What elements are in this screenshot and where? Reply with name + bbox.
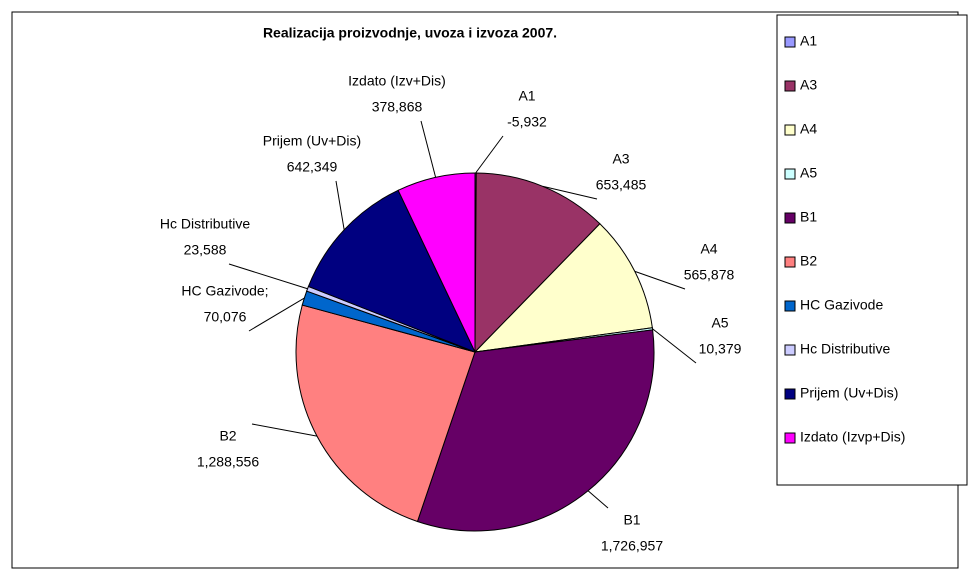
legend-swatch — [784, 36, 796, 48]
legend-label: HC Gazivode — [800, 297, 883, 313]
data-label-value: 70,076 — [204, 309, 247, 325]
data-label-name: Prijem (Uv+Dis) — [263, 133, 361, 149]
leader-line — [587, 490, 609, 509]
leader-line — [420, 120, 437, 178]
data-label-value: 10,379 — [699, 341, 742, 357]
data-label-value: 378,868 — [372, 99, 423, 115]
legend-swatch — [784, 388, 796, 400]
legend-label: A1 — [800, 33, 817, 49]
leader-line — [335, 180, 345, 230]
leader-line — [652, 328, 697, 364]
leader-line — [634, 270, 686, 290]
chart-title: Realizacija proizvodnje, uvoza i izvoza … — [263, 25, 557, 41]
legend-label: Izdato (Izvp+Dis) — [800, 429, 905, 445]
legend-swatch — [784, 124, 796, 136]
data-label-value: 642,349 — [287, 159, 338, 175]
data-label-name: A3 — [612, 151, 629, 167]
legend-swatch — [784, 300, 796, 312]
pie-slice — [295, 304, 476, 523]
legend-label: A3 — [800, 77, 817, 93]
legend-label: Prijem (Uv+Dis) — [800, 385, 898, 401]
legend-label: A5 — [800, 165, 817, 181]
data-label-name: A4 — [700, 241, 717, 257]
data-label-name: A1 — [518, 88, 535, 104]
legend-swatch — [784, 212, 796, 224]
data-label-name: HC Gazivode; — [181, 283, 268, 299]
data-label-value: 1,288,556 — [197, 454, 259, 470]
data-label-name: Izdato (Izv+Dis) — [348, 73, 446, 89]
data-label-name: B2 — [219, 428, 236, 444]
legend-swatch — [784, 80, 796, 92]
leader-line — [542, 185, 598, 200]
leader-line — [475, 135, 504, 174]
leader-line — [251, 423, 318, 437]
legend-swatch — [784, 432, 796, 444]
data-label-value: 653,485 — [596, 177, 647, 193]
data-label-value: 565,878 — [684, 267, 735, 283]
legend-swatch — [784, 256, 796, 268]
pie-slice — [473, 223, 653, 353]
pie-slice — [474, 172, 601, 354]
legend-label: B2 — [800, 253, 817, 269]
legend-label: A4 — [800, 121, 817, 137]
legend-box — [776, 14, 968, 486]
pie-slice — [416, 329, 655, 532]
pie-slice — [307, 189, 476, 353]
data-label-value: 23,588 — [184, 242, 227, 258]
pie-slice — [397, 172, 476, 353]
legend-swatch — [784, 168, 796, 180]
leader-line — [248, 297, 305, 332]
data-label-name: B1 — [623, 512, 640, 528]
leader-line — [228, 263, 308, 290]
legend-swatch — [784, 344, 796, 356]
data-label-value: 1,726,957 — [601, 538, 663, 554]
data-label-name: Hc Distributive — [160, 216, 250, 232]
legend-label: B1 — [800, 209, 817, 225]
data-label-value: -5,932 — [507, 114, 547, 130]
data-label-name: A5 — [711, 315, 728, 331]
legend-label: Hc Distributive — [800, 341, 890, 357]
